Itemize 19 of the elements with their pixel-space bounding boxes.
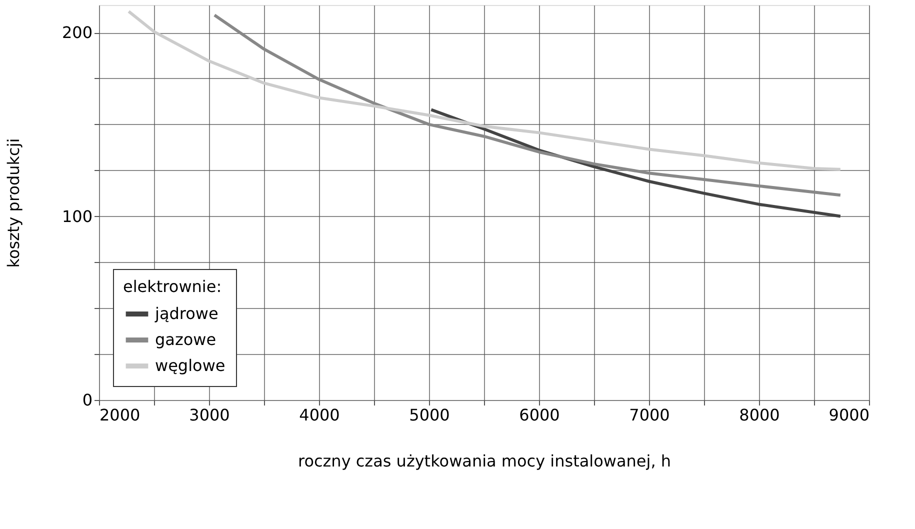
x-tick-label: 7000 xyxy=(629,406,670,424)
x-tick-label: 4000 xyxy=(299,406,340,424)
x-tick-label: 9000 xyxy=(828,406,870,424)
x-tick-label: 6000 xyxy=(519,406,560,424)
x-tick-label: 3000 xyxy=(189,406,230,424)
line-series xyxy=(127,10,842,171)
legend-label: jądrowe xyxy=(154,304,218,323)
y-tick-label: 200 xyxy=(62,23,92,42)
line-series xyxy=(213,14,842,197)
legend-label: węglowe xyxy=(155,356,226,375)
legend-title: elektrownie: xyxy=(123,277,222,296)
x-tick-label: 5000 xyxy=(409,406,450,424)
x-axis-title: roczny czas użytkowania mocy instalowanej, h xyxy=(298,452,672,470)
y-axis-title: koszty produkcji xyxy=(4,138,23,268)
y-tick-label: 0 xyxy=(82,390,92,410)
y-tick-label: 100 xyxy=(62,206,92,226)
x-tick-label: 2000 xyxy=(100,406,140,424)
x-tick-label: 8000 xyxy=(739,406,780,424)
legend-label: gazowe xyxy=(155,330,216,349)
